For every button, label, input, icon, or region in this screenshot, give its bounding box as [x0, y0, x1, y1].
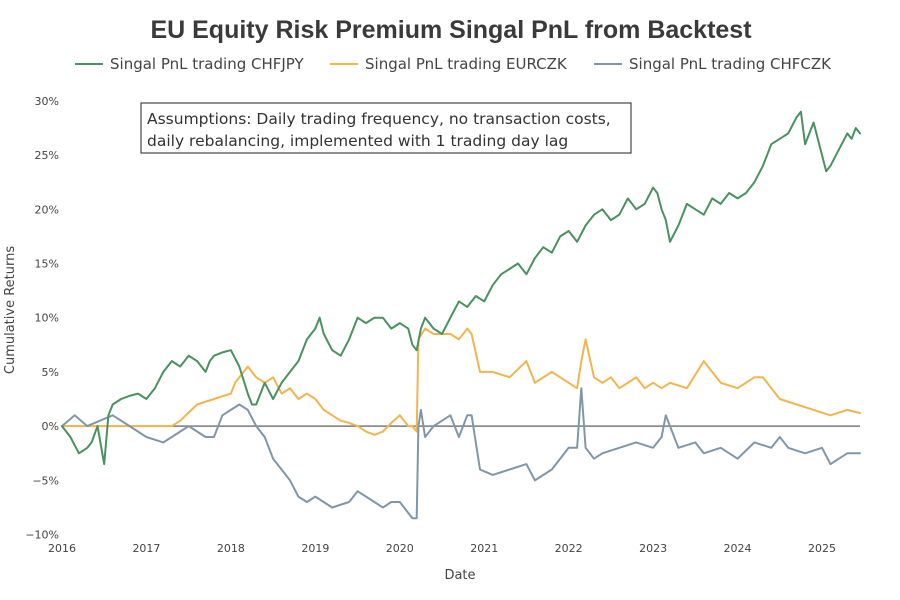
assumptions-annotation: Assumptions: Daily trading frequency, no… [140, 102, 632, 154]
legend-item-eurczk[interactable]: Singal PnL trading EURCZK [330, 55, 568, 73]
x-tick-label: 2022 [555, 542, 583, 555]
series-line-chfjpy [61, 110, 861, 466]
x-tick-label: 2021 [470, 542, 498, 555]
y-tick-label: 5% [42, 366, 59, 379]
annotation-line-1: Assumptions: Daily trading frequency, no… [147, 110, 611, 128]
x-tick-label: 2023 [639, 542, 667, 555]
legend: Singal PnL trading CHFJPY Singal PnL tra… [75, 55, 832, 73]
x-tick-label: 2016 [48, 542, 76, 555]
y-tick-label: 30% [35, 95, 59, 108]
legend-label-chfjpy: Singal PnL trading CHFJPY [110, 55, 305, 73]
x-axis-ticks: 2016 2017 2018 2019 2020 2021 2022 2023 2024 2025 [48, 542, 836, 555]
y-tick-label: 0% [42, 420, 59, 433]
x-tick-label: 2018 [217, 542, 245, 555]
x-tick-label: 2019 [301, 542, 329, 555]
chart-title: EU Equity Risk Premium Singal PnL from B… [150, 16, 752, 44]
x-tick-label: 2024 [724, 542, 752, 555]
x-tick-label: 2020 [386, 542, 414, 555]
x-axis-label: Date [444, 568, 475, 583]
y-tick-label: 15% [35, 257, 59, 270]
x-tick-label: 2017 [132, 542, 160, 555]
legend-item-chfczk[interactable]: Singal PnL trading CHFCZK [594, 55, 832, 73]
y-tick-label: 20% [35, 203, 59, 216]
legend-label-eurczk: Singal PnL trading EURCZK [365, 55, 568, 73]
legend-label-chfczk: Singal PnL trading CHFCZK [629, 55, 832, 73]
series-layer [61, 110, 861, 520]
y-tick-label: −10% [25, 529, 59, 542]
y-tick-label: 25% [35, 149, 59, 162]
legend-item-chfjpy[interactable]: Singal PnL trading CHFJPY [75, 55, 305, 73]
y-tick-label: −5% [32, 474, 59, 487]
series-line-chfczk [61, 387, 861, 520]
annotation-box [140, 102, 632, 154]
y-axis-label: Cumulative Returns [3, 246, 18, 374]
x-tick-label: 2025 [808, 542, 836, 555]
annotation-line-2: daily rebalancing, implemented with 1 tr… [147, 132, 568, 150]
series-line-eurczk [61, 327, 861, 436]
y-tick-label: 10% [35, 312, 59, 325]
y-axis-ticks: −10% −5% 0% 5% 10% 15% 20% 25% 30% [25, 95, 59, 542]
